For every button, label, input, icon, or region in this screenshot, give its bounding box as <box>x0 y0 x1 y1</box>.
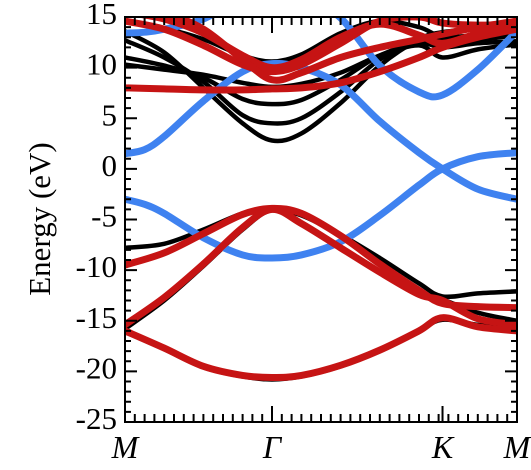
y-tick-label: -20 <box>76 350 117 385</box>
band-red-13 <box>125 314 517 381</box>
y-tick-label: 10 <box>86 47 117 82</box>
y-tick-label: -25 <box>76 401 117 436</box>
y-tick-label: 5 <box>102 97 118 132</box>
axis-ticks <box>124 16 518 423</box>
y-tick-label: 15 <box>86 0 117 31</box>
band-black-6 <box>125 18 517 64</box>
band-red-15 <box>125 17 517 76</box>
x-tick-label-3: M <box>503 429 531 465</box>
y-tick-label: -5 <box>91 199 117 234</box>
y-axis-label: Energy (eV) <box>22 142 57 296</box>
x-tick-label-2: K <box>431 429 455 465</box>
y-tick-label: -10 <box>76 249 117 284</box>
x-tick-label-0: M <box>111 429 141 465</box>
y-tick-label: -15 <box>76 300 117 335</box>
band-red-16 <box>134 17 517 72</box>
band-red-17 <box>165 17 517 84</box>
band-black-7 <box>125 42 517 90</box>
y-tick-label: 0 <box>102 148 118 183</box>
y-tick-labels: 15 10 5 0 -5 -10 -15 -20 -25 <box>76 0 117 436</box>
band-lines <box>125 17 517 382</box>
x-tick-label-1: Γ <box>262 429 283 465</box>
band-red-12 <box>125 205 517 329</box>
